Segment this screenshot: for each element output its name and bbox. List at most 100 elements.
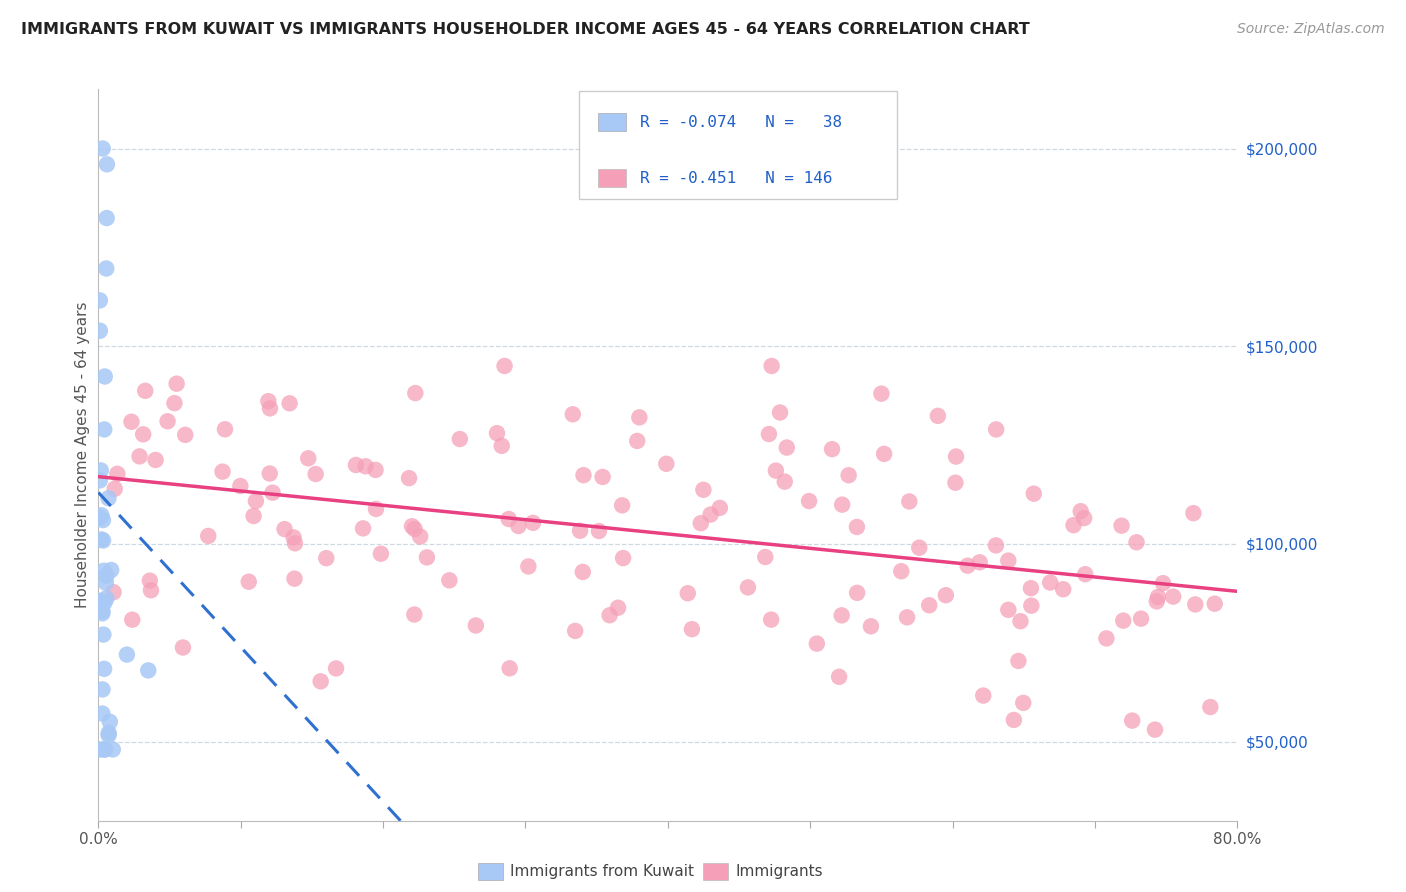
- Point: [370, 547, 392, 561]
- Point: [103, 585, 125, 599]
- Point: [1095, 632, 1118, 646]
- Point: [945, 475, 967, 490]
- Point: [508, 519, 530, 533]
- Point: [709, 500, 731, 515]
- Point: [91, 513, 114, 527]
- Point: [972, 689, 994, 703]
- Point: [259, 401, 281, 416]
- Point: [93, 627, 115, 641]
- Point: [89, 474, 111, 488]
- Point: [494, 359, 516, 373]
- Point: [1073, 511, 1095, 525]
- Point: [838, 468, 860, 483]
- Point: [398, 471, 420, 485]
- Point: [1147, 590, 1170, 604]
- Point: [91, 682, 114, 697]
- Point: [1111, 518, 1133, 533]
- Point: [1052, 582, 1074, 597]
- Point: [821, 442, 844, 457]
- Point: [859, 619, 882, 633]
- Point: [761, 359, 783, 373]
- Point: [1070, 504, 1092, 518]
- Point: [89, 742, 111, 756]
- Point: [927, 409, 949, 423]
- Point: [97, 726, 120, 740]
- Point: [91, 533, 114, 548]
- Point: [283, 572, 305, 586]
- Text: Source: ZipAtlas.com: Source: ZipAtlas.com: [1237, 22, 1385, 37]
- Y-axis label: Householder Income Ages 45 - 64 years: Householder Income Ages 45 - 64 years: [75, 301, 90, 608]
- Point: [1152, 576, 1174, 591]
- Point: [97, 728, 120, 742]
- Point: [91, 604, 114, 618]
- Point: [498, 512, 520, 526]
- Point: [90, 533, 112, 547]
- Text: R = -0.074   N =   38: R = -0.074 N = 38: [640, 115, 842, 129]
- Point: [498, 661, 520, 675]
- Point: [831, 608, 853, 623]
- Point: [93, 564, 115, 578]
- Point: [121, 613, 143, 627]
- Point: [612, 551, 634, 566]
- Point: [956, 558, 979, 573]
- Point: [1039, 575, 1062, 590]
- Point: [918, 599, 941, 613]
- Point: [769, 405, 792, 419]
- Point: [262, 485, 284, 500]
- Point: [259, 467, 281, 481]
- Point: [91, 141, 114, 155]
- Point: [404, 386, 426, 401]
- Point: [599, 608, 621, 623]
- Text: R = -0.451   N = 146: R = -0.451 N = 146: [640, 171, 832, 186]
- Point: [628, 410, 651, 425]
- Point: [364, 463, 387, 477]
- Point: [1007, 654, 1029, 668]
- Point: [828, 670, 851, 684]
- Point: [309, 674, 332, 689]
- Point: [89, 324, 111, 338]
- Point: [845, 520, 868, 534]
- Point: [870, 386, 893, 401]
- Point: [197, 529, 219, 543]
- Point: [104, 482, 127, 496]
- Point: [89, 293, 111, 308]
- Point: [898, 494, 921, 508]
- Point: [464, 618, 486, 632]
- Point: [1184, 598, 1206, 612]
- Point: [98, 714, 121, 729]
- Point: [238, 574, 260, 589]
- Point: [297, 451, 319, 466]
- Point: [416, 550, 439, 565]
- Point: [1121, 714, 1143, 728]
- Point: [229, 479, 252, 493]
- Point: [699, 508, 721, 522]
- Point: [278, 396, 301, 410]
- Point: [517, 559, 540, 574]
- Point: [486, 426, 509, 441]
- Point: [163, 396, 186, 410]
- Point: [90, 508, 112, 523]
- Text: Immigrants: Immigrants: [735, 864, 823, 879]
- Point: [773, 475, 796, 489]
- Point: [561, 407, 583, 421]
- Point: [97, 491, 120, 505]
- Point: [91, 607, 114, 621]
- Point: [354, 459, 377, 474]
- Point: [588, 524, 610, 538]
- Point: [806, 637, 828, 651]
- Point: [404, 607, 426, 622]
- Point: [364, 502, 387, 516]
- Point: [166, 376, 188, 391]
- Point: [984, 422, 1007, 436]
- Point: [96, 261, 118, 276]
- Point: [873, 447, 896, 461]
- Text: Immigrants from Kuwait: Immigrants from Kuwait: [510, 864, 695, 879]
- Point: [96, 157, 118, 171]
- Point: [96, 568, 118, 582]
- Point: [1204, 597, 1226, 611]
- Point: [128, 450, 150, 464]
- Point: [100, 563, 122, 577]
- Point: [325, 661, 347, 675]
- Point: [94, 575, 117, 590]
- Point: [91, 706, 114, 721]
